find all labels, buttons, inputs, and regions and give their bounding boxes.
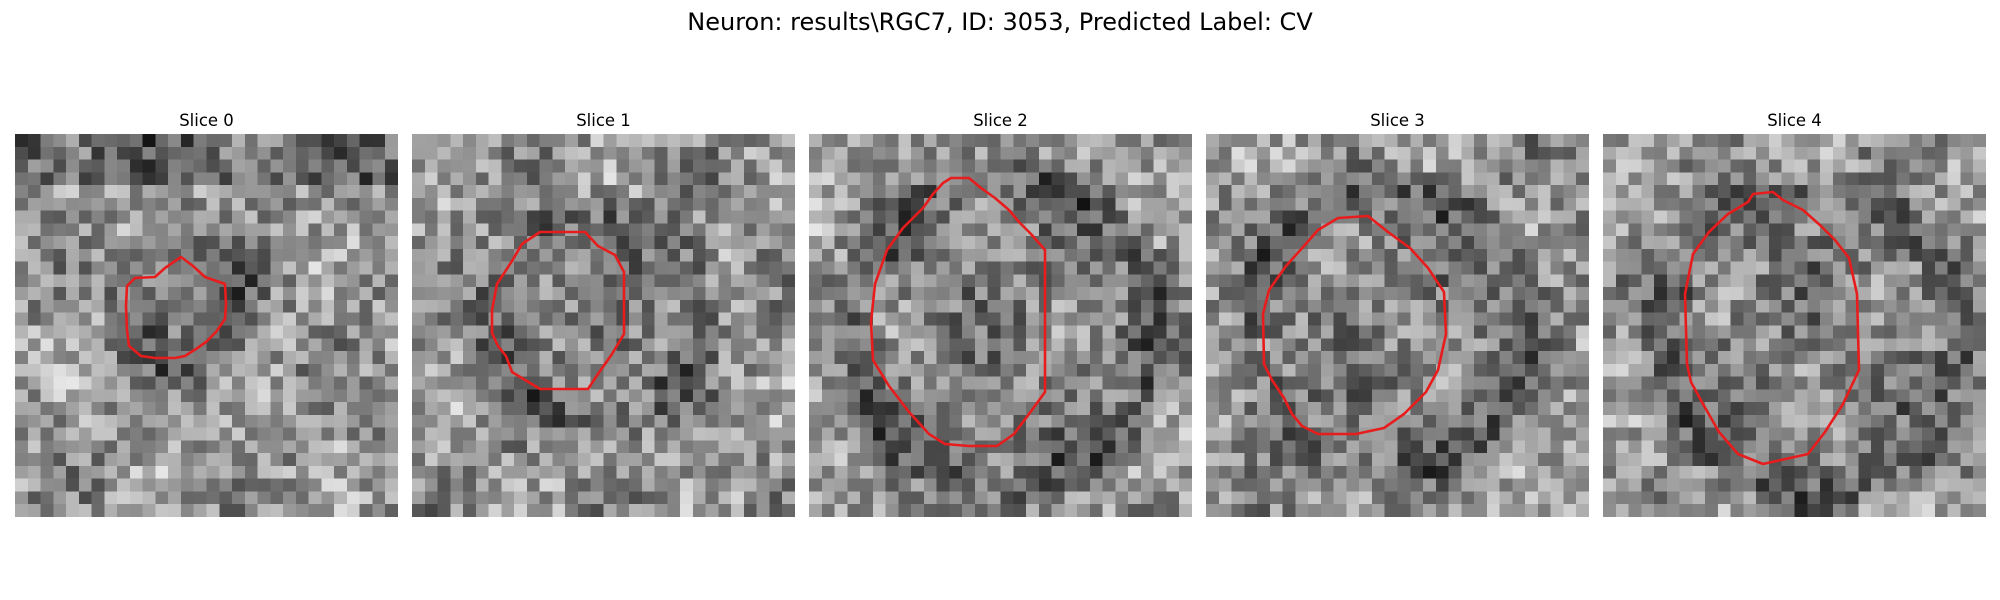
figure-title: Neuron: results\RGC7, ID: 3053, Predicte… — [687, 8, 1313, 36]
slice-title-3: Slice 3 — [1370, 111, 1425, 130]
slice-title-2: Slice 2 — [973, 111, 1028, 130]
segmentation-contour-1 — [490, 230, 626, 391]
slice-title-4: Slice 4 — [1767, 111, 1822, 130]
segmentation-contour-0 — [124, 255, 228, 360]
grayscale-patch-3 — [1206, 134, 1589, 517]
slice-image-2 — [809, 134, 1192, 517]
segmentation-contour-3 — [1261, 214, 1448, 436]
slice-panel-3: Slice 3 — [1206, 108, 1589, 517]
slice-image-1 — [412, 134, 795, 517]
slice-image-0 — [15, 134, 398, 517]
grayscale-patch-1 — [412, 134, 795, 517]
grayscale-patch-2 — [809, 134, 1192, 517]
slice-panel-2: Slice 2 — [809, 108, 1192, 517]
slice-image-3 — [1206, 134, 1589, 517]
slice-panel-1: Slice 1 — [412, 108, 795, 517]
grayscale-patch-0 — [15, 134, 398, 517]
grayscale-patch-4 — [1603, 134, 1986, 517]
segmentation-contour-2 — [869, 176, 1047, 448]
slice-panel-0: Slice 0 — [15, 108, 398, 517]
segmentation-contour-4 — [1683, 190, 1861, 466]
slice-image-4 — [1603, 134, 1986, 517]
slice-title-1: Slice 1 — [576, 111, 631, 130]
slice-panel-4: Slice 4 — [1603, 108, 1986, 517]
slice-title-0: Slice 0 — [179, 111, 234, 130]
